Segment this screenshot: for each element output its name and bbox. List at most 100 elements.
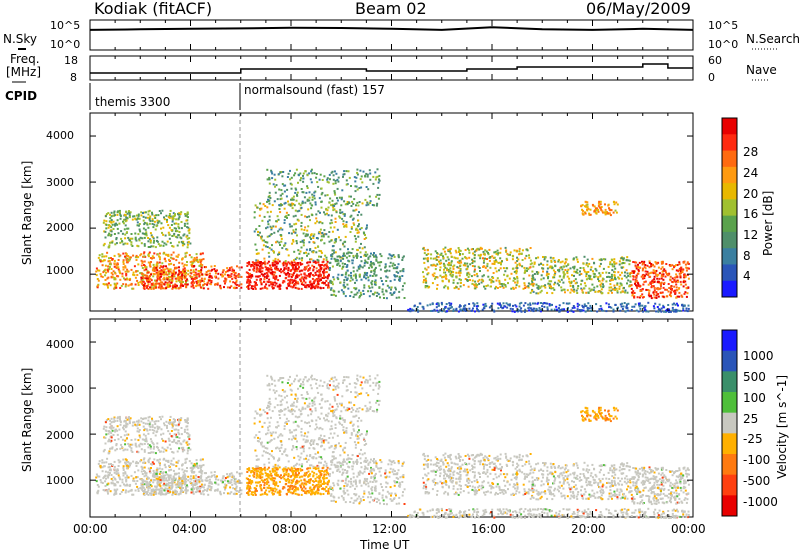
power-cell bbox=[284, 273, 287, 276]
power-cell bbox=[667, 290, 670, 293]
power-cell bbox=[342, 290, 345, 293]
power-cell bbox=[585, 278, 588, 281]
power-cell bbox=[385, 290, 388, 293]
power-cell bbox=[137, 224, 140, 227]
power-cell bbox=[253, 216, 256, 219]
power-cell bbox=[338, 215, 341, 218]
velocity-cell bbox=[147, 458, 150, 461]
power-cell bbox=[368, 295, 371, 298]
power-cell bbox=[669, 279, 672, 282]
power-cell bbox=[532, 302, 534, 305]
velocity-cell bbox=[171, 441, 174, 443]
power-cell bbox=[321, 191, 324, 194]
power-cell bbox=[535, 292, 538, 295]
power-cell bbox=[562, 302, 565, 305]
power-cell bbox=[176, 244, 179, 247]
power-cell bbox=[111, 223, 114, 226]
power-cell bbox=[443, 250, 446, 253]
power-cell bbox=[529, 259, 532, 262]
power-cell bbox=[283, 207, 286, 210]
power-cell bbox=[673, 265, 676, 268]
power-cell bbox=[371, 204, 374, 206]
power-cell bbox=[249, 281, 252, 284]
power-cell bbox=[134, 283, 137, 286]
power-cell bbox=[278, 204, 281, 207]
power-cell bbox=[644, 305, 647, 308]
velocity-cell bbox=[142, 421, 145, 424]
power-cell bbox=[138, 239, 141, 242]
power-cell bbox=[553, 259, 556, 262]
power-cell bbox=[558, 284, 560, 287]
power-cell bbox=[166, 254, 169, 257]
power-cell bbox=[566, 270, 569, 273]
power-cell bbox=[317, 280, 319, 283]
power-cell bbox=[280, 271, 283, 274]
power-cell bbox=[267, 220, 269, 223]
power-cell bbox=[584, 212, 587, 215]
power-cell bbox=[282, 264, 285, 267]
power-cell bbox=[253, 281, 256, 283]
power-cell bbox=[300, 287, 303, 290]
power-cell bbox=[122, 220, 124, 223]
power-cell bbox=[109, 217, 112, 220]
velocity-cell bbox=[118, 476, 121, 479]
power-cell bbox=[273, 231, 276, 234]
power-cell bbox=[298, 270, 301, 273]
power-cell bbox=[137, 214, 140, 217]
velocity-cell bbox=[149, 445, 152, 448]
power-cell bbox=[323, 267, 326, 270]
power-cell bbox=[182, 268, 185, 271]
power-cell bbox=[685, 269, 688, 272]
power-cell bbox=[388, 269, 391, 272]
power-cell bbox=[229, 286, 231, 289]
power-cell bbox=[107, 265, 110, 268]
power-cell bbox=[330, 219, 333, 222]
power-cell bbox=[342, 223, 345, 226]
power-cell bbox=[339, 281, 342, 284]
power-cell bbox=[659, 287, 662, 290]
power-cell bbox=[168, 271, 171, 274]
power-cell bbox=[378, 179, 381, 182]
power-cell bbox=[664, 310, 667, 313]
xtick-8: 08:00 bbox=[272, 522, 307, 536]
power-cell bbox=[331, 204, 334, 207]
power-cell bbox=[147, 213, 150, 216]
power-cell bbox=[180, 227, 183, 230]
power-cell bbox=[576, 308, 579, 311]
power-cell bbox=[600, 282, 603, 285]
power-cell bbox=[433, 272, 436, 275]
velocity-cell bbox=[111, 479, 114, 482]
power-cell bbox=[197, 270, 200, 272]
power-cell bbox=[266, 178, 269, 181]
power-cell bbox=[656, 277, 659, 280]
power-cell bbox=[513, 270, 516, 273]
power-cell bbox=[477, 254, 480, 257]
power-cell bbox=[302, 278, 305, 281]
power-cell bbox=[287, 203, 290, 206]
power-cell bbox=[613, 271, 616, 274]
power-cell bbox=[375, 259, 378, 262]
power-cell bbox=[104, 274, 107, 277]
power-cell bbox=[190, 260, 193, 263]
power-cell bbox=[117, 266, 120, 269]
power-cell bbox=[502, 302, 505, 305]
power-cell bbox=[122, 263, 125, 265]
power-cell bbox=[676, 289, 679, 292]
power-cell bbox=[576, 258, 579, 261]
power-cell bbox=[671, 303, 674, 306]
power-cell bbox=[352, 266, 355, 269]
power-cell bbox=[601, 292, 604, 295]
power-cell bbox=[367, 257, 370, 260]
velocity-cell bbox=[155, 469, 158, 472]
velocity-cell bbox=[187, 475, 190, 478]
power-cell bbox=[199, 271, 202, 274]
power-cell bbox=[328, 173, 331, 176]
power-cell bbox=[302, 172, 305, 175]
power-cell bbox=[412, 309, 415, 312]
power-cell bbox=[602, 211, 604, 214]
velocity-cell bbox=[119, 484, 122, 487]
power-cell bbox=[164, 260, 167, 263]
power-cell bbox=[306, 216, 309, 219]
power-cell bbox=[374, 171, 377, 174]
power-cell bbox=[627, 302, 630, 305]
